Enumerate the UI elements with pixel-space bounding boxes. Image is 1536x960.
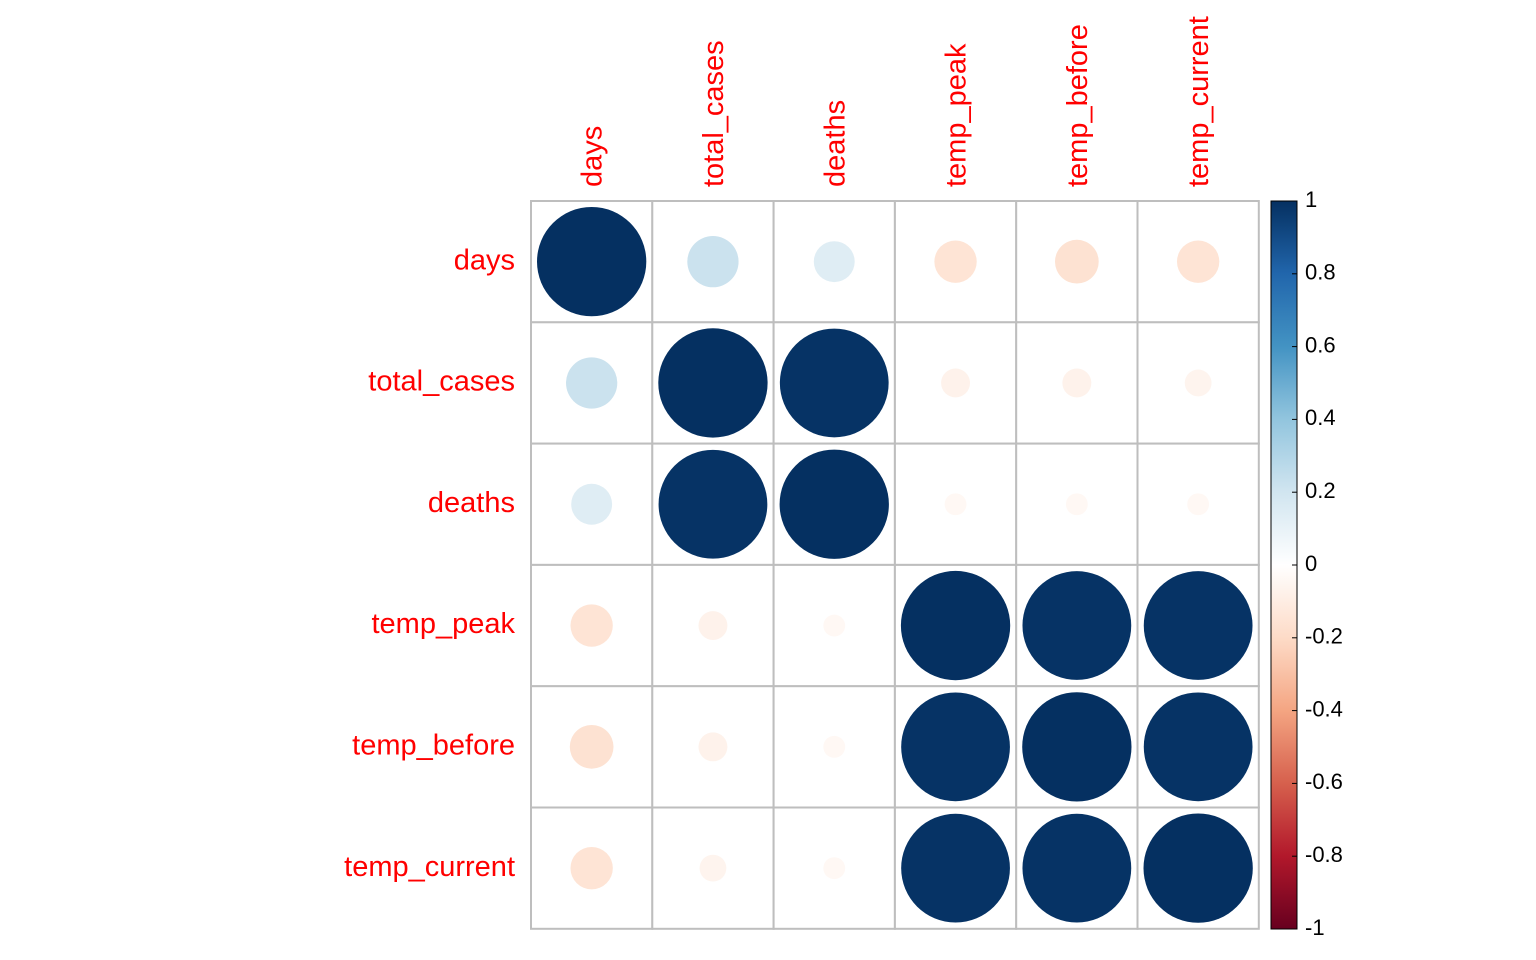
colorbar-tick-label: -1 <box>1305 915 1325 940</box>
colorbar-tick-label: -0.8 <box>1305 842 1343 867</box>
row-label: temp_current <box>344 851 515 883</box>
corr-circle-temp_current-deaths <box>823 857 846 880</box>
column-label: temp_before <box>1062 24 1094 187</box>
colorbar-tick-label: -0.4 <box>1305 696 1343 721</box>
corr-circle-temp_current-temp_before <box>1022 813 1132 923</box>
corr-circle-days-days <box>537 207 647 317</box>
corr-circle-days-deaths <box>813 241 855 283</box>
corr-circle-deaths-temp_peak <box>944 493 967 516</box>
colorbar-tick-label: 0.4 <box>1305 405 1336 430</box>
column-label: deaths <box>819 100 851 187</box>
corr-circle-total_cases-days <box>566 357 618 409</box>
corr-circle-total_cases-temp_current <box>1184 369 1212 397</box>
colorbar-tick-label: 0 <box>1305 551 1317 576</box>
corr-circle-temp_before-temp_current <box>1143 692 1253 802</box>
corr-circle-temp_peak-temp_current <box>1143 571 1253 680</box>
corr-circle-temp_before-total_cases <box>698 732 728 762</box>
corr-circle-days-total_cases <box>687 236 739 288</box>
column-label: temp_current <box>1183 16 1215 187</box>
colorbar-tick-label: -0.2 <box>1305 624 1343 649</box>
corr-circle-deaths-temp_before <box>1065 493 1088 516</box>
colorbar-tick-label: 1 <box>1305 187 1317 212</box>
corr-circle-total_cases-deaths <box>779 328 889 438</box>
colorbar-tick-label: -0.6 <box>1305 769 1343 794</box>
corr-circle-temp_peak-total_cases <box>698 611 728 641</box>
row-label: temp_before <box>352 730 515 762</box>
column-labels: days total_cases deaths temp_peak temp_befor… <box>577 16 1216 187</box>
corr-circle-days-temp_peak <box>934 240 977 283</box>
row-label: total_cases <box>368 366 515 398</box>
row-label: days <box>454 244 515 276</box>
corr-circle-deaths-days <box>571 483 613 525</box>
column-label: days <box>577 126 609 187</box>
row-label: temp_peak <box>372 608 516 640</box>
corr-circle-total_cases-temp_before <box>1062 368 1092 398</box>
corr-circle-temp_current-temp_current <box>1143 813 1253 923</box>
corr-circle-temp_peak-days <box>570 604 613 647</box>
corr-circle-temp_before-temp_peak <box>901 692 1010 802</box>
corr-circle-total_cases-temp_peak <box>941 368 971 398</box>
corr-circle-total_cases-total_cases <box>658 328 768 438</box>
corr-circle-temp_peak-temp_peak <box>900 570 1011 681</box>
corr-circle-deaths-temp_current <box>1187 493 1210 516</box>
corr-circle-temp_peak-temp_before <box>1022 571 1132 680</box>
corr-circle-temp_current-days <box>570 846 613 890</box>
row-label: deaths <box>428 487 515 519</box>
colorbar-tick-label: 0.8 <box>1305 260 1336 285</box>
corr-circle-deaths-total_cases <box>658 449 768 559</box>
colorbar-tick-label: 0.2 <box>1305 478 1336 503</box>
corr-circle-days-temp_before <box>1054 239 1099 284</box>
colorbar-tick-label: 0.6 <box>1305 332 1336 357</box>
correlation-circles <box>537 207 1253 923</box>
corr-circle-temp_current-total_cases <box>699 854 727 882</box>
corr-circle-temp_before-temp_before <box>1022 692 1132 802</box>
colorbar: 1 0.8 0.6 0.4 0.2 0 -0.2 -0.4 -0.6 -0.8 -1 <box>1270 187 1343 940</box>
corr-circle-temp_current-temp_peak <box>901 813 1010 923</box>
corr-circle-days-temp_current <box>1176 240 1220 283</box>
corr-circle-deaths-deaths <box>779 449 889 559</box>
column-label: total_cases <box>698 40 730 187</box>
column-label: temp_peak <box>941 43 973 187</box>
grid <box>530 200 1260 930</box>
corr-circle-temp_peak-deaths <box>823 614 846 637</box>
corr-circle-temp_before-deaths <box>823 735 846 758</box>
corr-circle-temp_before-days <box>569 724 614 769</box>
